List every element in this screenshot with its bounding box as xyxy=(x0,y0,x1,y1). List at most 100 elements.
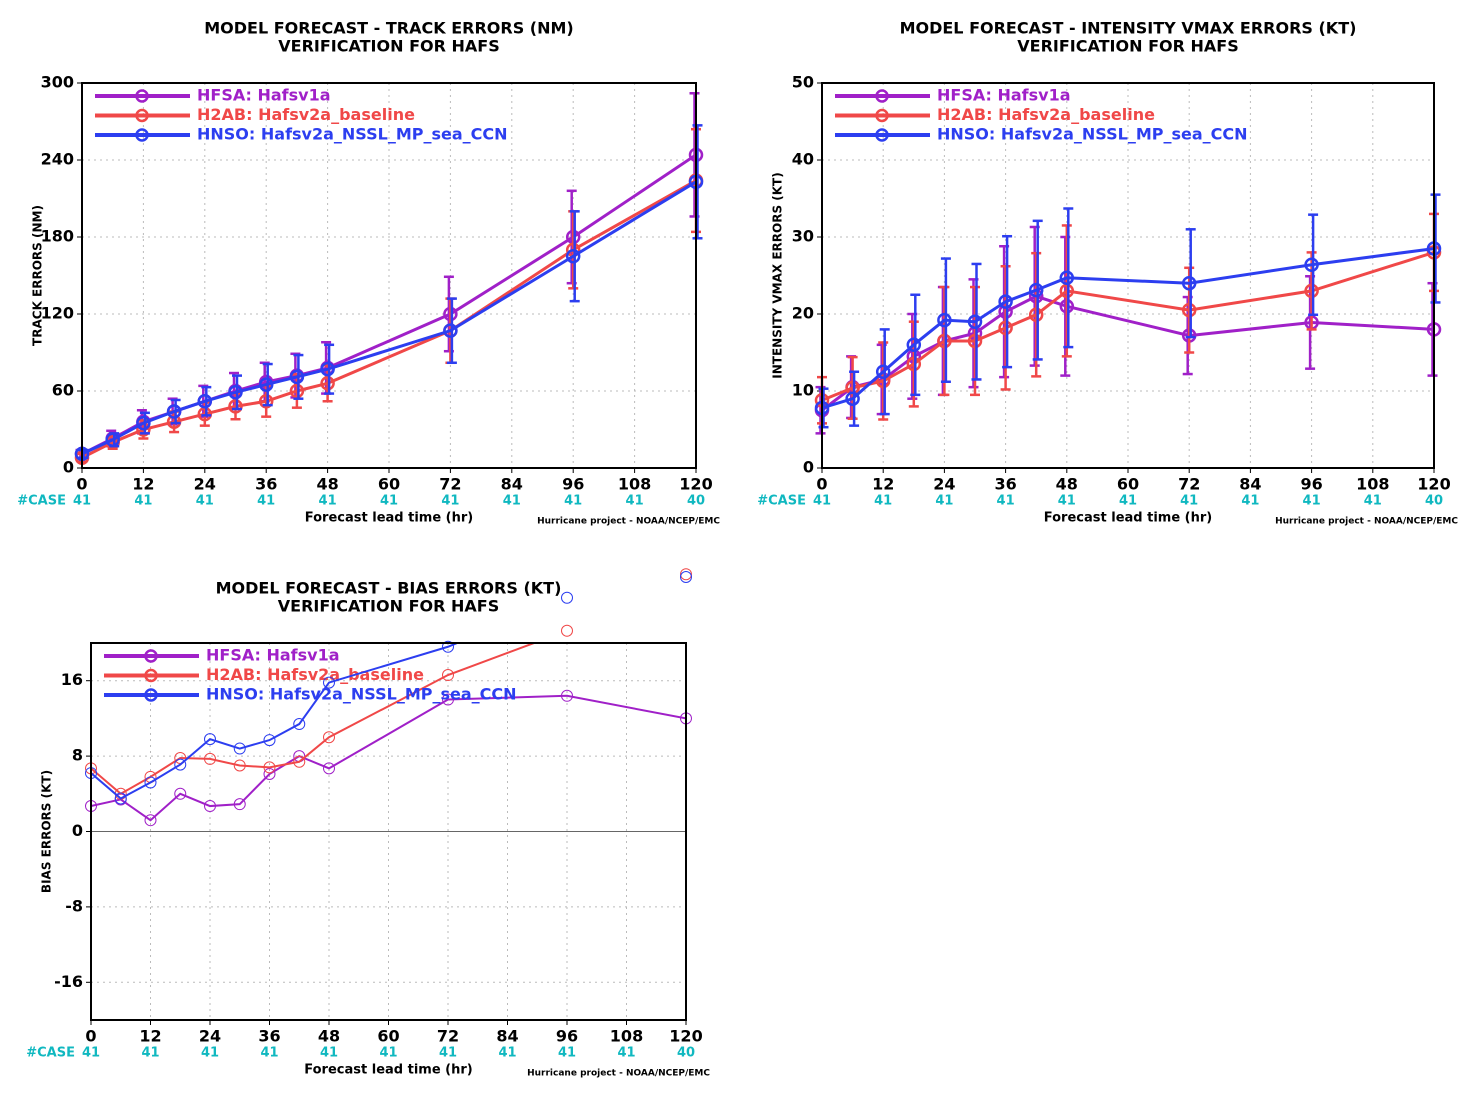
x-tick-label: 84 xyxy=(501,475,523,494)
y-tick-label: 20 xyxy=(792,304,814,323)
case-count: 41 xyxy=(626,494,644,509)
legend-marker xyxy=(875,128,889,142)
point-marker xyxy=(263,768,276,781)
x-tick-label: 84 xyxy=(496,1027,518,1046)
plot-frame xyxy=(90,642,687,1021)
x-tick-label: 12 xyxy=(132,475,154,494)
point-marker xyxy=(561,591,573,604)
point-marker xyxy=(680,568,692,581)
chart: MODEL FORECAST - INTENSITY VMAX ERRORS (… xyxy=(757,19,1458,527)
case-count: 41 xyxy=(813,494,831,509)
point-marker xyxy=(263,734,276,747)
point-marker xyxy=(197,394,213,409)
case-count: 41 xyxy=(260,1046,278,1061)
point-marker xyxy=(174,787,187,800)
x-tick-label: 84 xyxy=(1239,475,1261,494)
x-tick-label: 72 xyxy=(437,1027,459,1046)
x-tick-label: 108 xyxy=(618,475,651,494)
point-marker xyxy=(233,798,246,811)
case-count: 41 xyxy=(874,494,892,509)
y-tick-label: 50 xyxy=(792,73,814,92)
series-line xyxy=(91,694,686,822)
point-marker xyxy=(204,800,216,813)
x-tick-label: 48 xyxy=(318,1027,340,1046)
point-marker xyxy=(263,761,276,774)
point-marker xyxy=(289,383,305,399)
x-axis-label: Forecast lead time (hr) xyxy=(1044,511,1212,526)
legend-label: HNSO: Hafsv2a_NSSL_MP_sea_CCN xyxy=(197,125,508,144)
case-count: 41 xyxy=(141,1046,159,1061)
case-count: 41 xyxy=(564,494,582,509)
point-marker xyxy=(937,333,952,349)
legend-label: HFSA: Hafsv1a xyxy=(197,86,331,105)
y-tick-label: 240 xyxy=(41,150,74,169)
point-marker xyxy=(1304,283,1319,299)
x-tick-label: 48 xyxy=(316,475,338,494)
plot-frame xyxy=(81,82,697,469)
point-marker xyxy=(998,294,1013,309)
case-count: 41 xyxy=(1241,494,1259,509)
point-marker xyxy=(998,320,1013,336)
x-tick-label: 0 xyxy=(76,475,87,494)
legend-label: H2AB: Hafsv2a_baseline xyxy=(937,105,1155,124)
legend-label: H2AB: Hafsv2a_baseline xyxy=(197,105,415,124)
point-marker xyxy=(906,356,922,372)
y-axis-label: INTENSITY VMAX ERRORS (KT) xyxy=(771,172,785,378)
y-tick-label: 40 xyxy=(792,150,814,169)
point-marker xyxy=(1059,270,1075,286)
case-count: 41 xyxy=(935,494,953,509)
x-tick-label: 120 xyxy=(679,475,712,494)
x-tick-label: 48 xyxy=(1056,475,1078,494)
footnote: Hurricane project - NOAA/NCEP/EMC xyxy=(537,517,720,527)
case-count: 41 xyxy=(196,494,214,509)
legend-marker xyxy=(875,108,889,123)
chart-title: MODEL FORECAST - BIAS ERRORS (KT) xyxy=(216,579,562,598)
case-count: 41 xyxy=(201,1046,219,1061)
chart: MODEL FORECAST - TRACK ERRORS (NM)VERIFI… xyxy=(17,19,720,527)
point-marker xyxy=(875,373,891,389)
case-count: 41 xyxy=(498,1046,516,1061)
case-count: 41 xyxy=(617,1046,635,1061)
point-marker xyxy=(680,571,692,584)
point-marker xyxy=(293,718,306,731)
footnote: Hurricane project - NOAA/NCEP/EMC xyxy=(527,1069,710,1079)
point-marker xyxy=(233,759,246,772)
y-tick-label: 180 xyxy=(41,227,74,246)
x-axis-label: Forecast lead time (hr) xyxy=(305,511,473,526)
x-tick-label: 60 xyxy=(377,1027,399,1046)
point-marker xyxy=(320,376,335,391)
point-marker xyxy=(1304,257,1319,272)
case-count: 41 xyxy=(441,494,459,509)
x-tick-label: 36 xyxy=(994,475,1016,494)
legend-marker xyxy=(875,89,889,103)
point-marker xyxy=(228,385,243,400)
point-marker xyxy=(1181,275,1197,291)
case-label: #CASE xyxy=(757,494,806,509)
chart-title: MODEL FORECAST - TRACK ERRORS (NM) xyxy=(204,19,573,38)
x-tick-label: 60 xyxy=(378,475,400,494)
case-count: 41 xyxy=(558,1046,576,1061)
legend-marker xyxy=(144,649,158,663)
x-tick-label: 96 xyxy=(556,1027,578,1046)
legend-marker xyxy=(135,108,149,123)
x-tick-label: 0 xyxy=(85,1027,96,1046)
case-count: 41 xyxy=(1364,494,1382,509)
point-marker xyxy=(937,312,952,328)
case-count: 41 xyxy=(1303,494,1321,509)
x-axis-label: Forecast lead time (hr) xyxy=(304,1063,472,1078)
point-marker xyxy=(1028,307,1044,323)
y-tick-label: 120 xyxy=(41,304,74,323)
case-count: 41 xyxy=(503,494,521,509)
y-tick-label: -16 xyxy=(54,972,83,991)
case-count: 41 xyxy=(134,494,152,509)
point-marker xyxy=(845,391,860,406)
point-marker xyxy=(258,377,274,392)
case-count: 41 xyxy=(380,494,398,509)
legend-label: HNSO: Hafsv2a_NSSL_MP_sea_CCN xyxy=(937,125,1248,144)
point-marker xyxy=(204,752,216,765)
case-count: 41 xyxy=(1058,494,1076,509)
case-count: 41 xyxy=(379,1046,397,1061)
case-count: 41 xyxy=(1180,494,1198,509)
chart-title: MODEL FORECAST - INTENSITY VMAX ERRORS (… xyxy=(900,19,1357,38)
point-marker xyxy=(105,432,120,448)
